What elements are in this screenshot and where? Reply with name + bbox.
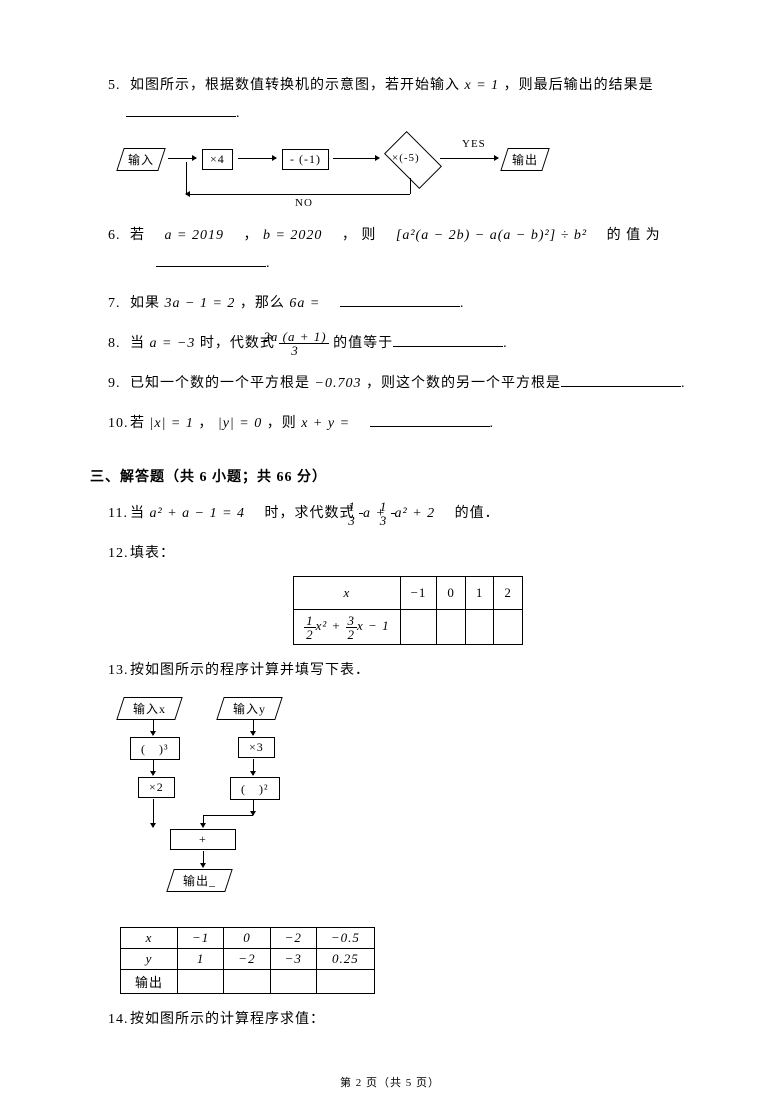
question-6: 6.若 a = 2019 ， b = 2020 ， 则 [a²(a − 2b) …: [108, 222, 690, 278]
question-13: 13.按如图所示的程序计算并填写下表．: [108, 657, 690, 685]
question-12: 12.填表： x−1012 12x² + 32x − 1: [108, 540, 690, 645]
question-5: 5.如图所示，根据数值转换机的示意图，若开始输入 x = 1 ，则最后输出的结果…: [108, 72, 690, 128]
table-q12: x−1012 12x² + 32x − 1: [293, 576, 523, 645]
blank-q8: [393, 332, 503, 347]
page-footer: 第 2 页（共 5 页）: [90, 1074, 690, 1090]
blank-q9: [561, 372, 681, 387]
blank-q7: [340, 292, 460, 307]
question-10: 10.若 |x| = 1 ， |y| = 0 ，则 x + y = .: [108, 410, 690, 438]
question-14: 14.按如图所示的计算程序求值：: [108, 1006, 690, 1034]
table-q13: x−10−2−0.5 y1−2−30.25 输出: [120, 927, 375, 994]
flowchart-q5: 输入 ×4 - (-1) ×(-5) YES 输出 NO: [120, 140, 580, 210]
flowchart-q13: 输入x 输入y ( )³ ×3 ×2 ( )² + 输出_: [120, 697, 340, 917]
question-9: 9.已知一个数的一个平方根是 −0.703 ，则这个数的另一个平方根是.: [108, 370, 690, 398]
section-heading: 三、解答题（共 6 小题；共 66 分）: [90, 466, 690, 486]
blank-q5: [126, 102, 236, 117]
question-8: 8.当 a = −3 时，代数式 2a (a + 1)3 的值等于.: [108, 330, 690, 358]
blank-q10: [370, 412, 490, 427]
question-11: 11.当 a² + a − 1 = 4 时，求代数式 13a + 13a² + …: [108, 500, 690, 528]
blank-q6: [156, 252, 266, 267]
question-7: 7.如果 3a − 1 = 2 ，那么 6a = .: [108, 290, 690, 318]
